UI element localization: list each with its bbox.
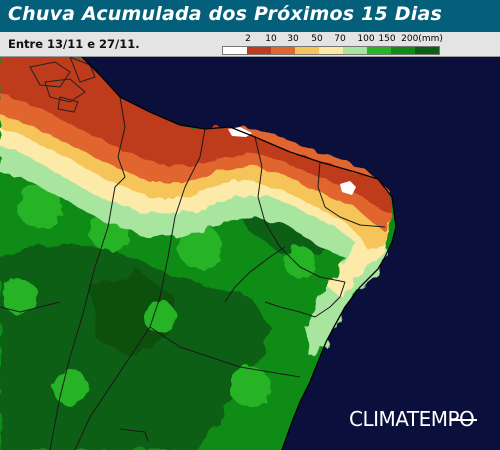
coastline [81, 57, 397, 450]
legend-labels: 2 10 30 50 70 100 150 200(mm) [236, 34, 446, 46]
info-bar: Entre 13/11 e 27/11. 2 10 30 50 70 100 1… [0, 32, 500, 57]
estuary-islands [29, 57, 96, 113]
legend-label-2: 2 [245, 34, 251, 44]
legend-swatch-2 [271, 47, 295, 54]
rainfall-map [0, 57, 500, 450]
legend-swatch-8 [415, 47, 439, 54]
map-title: Chuva Acumulada dos Próximos 15 Dias [8, 3, 442, 25]
moderate-rain-areas [2, 185, 316, 407]
legend-swatch-3 [295, 47, 319, 54]
legend-label-30: 30 [287, 34, 299, 44]
very-dry-spot-2 [340, 181, 356, 195]
legend-swatch-7 [391, 47, 415, 54]
legend-swatch-6 [367, 47, 391, 54]
legend-label-100: 100 [357, 34, 375, 44]
legend-swatch-5 [343, 47, 367, 54]
legend-label-10: 10 [265, 34, 277, 44]
legend-swatch-0 [223, 47, 247, 54]
state-borders [0, 96, 386, 450]
legend-label-50: 50 [311, 34, 323, 44]
legend-label-150: 150 [378, 34, 396, 44]
legend-swatch-4 [319, 47, 343, 54]
legend-swatch-1 [247, 47, 271, 54]
legend-color-bar [222, 46, 440, 55]
very-dry-spot-1 [228, 127, 252, 137]
logo-underline [451, 419, 477, 421]
legend-label-70: 70 [334, 34, 346, 44]
title-bar: Chuva Acumulada dos Próximos 15 Dias [0, 0, 500, 32]
dry-coastal-region [0, 57, 393, 215]
period-label: Entre 13/11 e 27/11. [8, 37, 140, 51]
legend-label-200mm: 200(mm) [401, 34, 443, 44]
